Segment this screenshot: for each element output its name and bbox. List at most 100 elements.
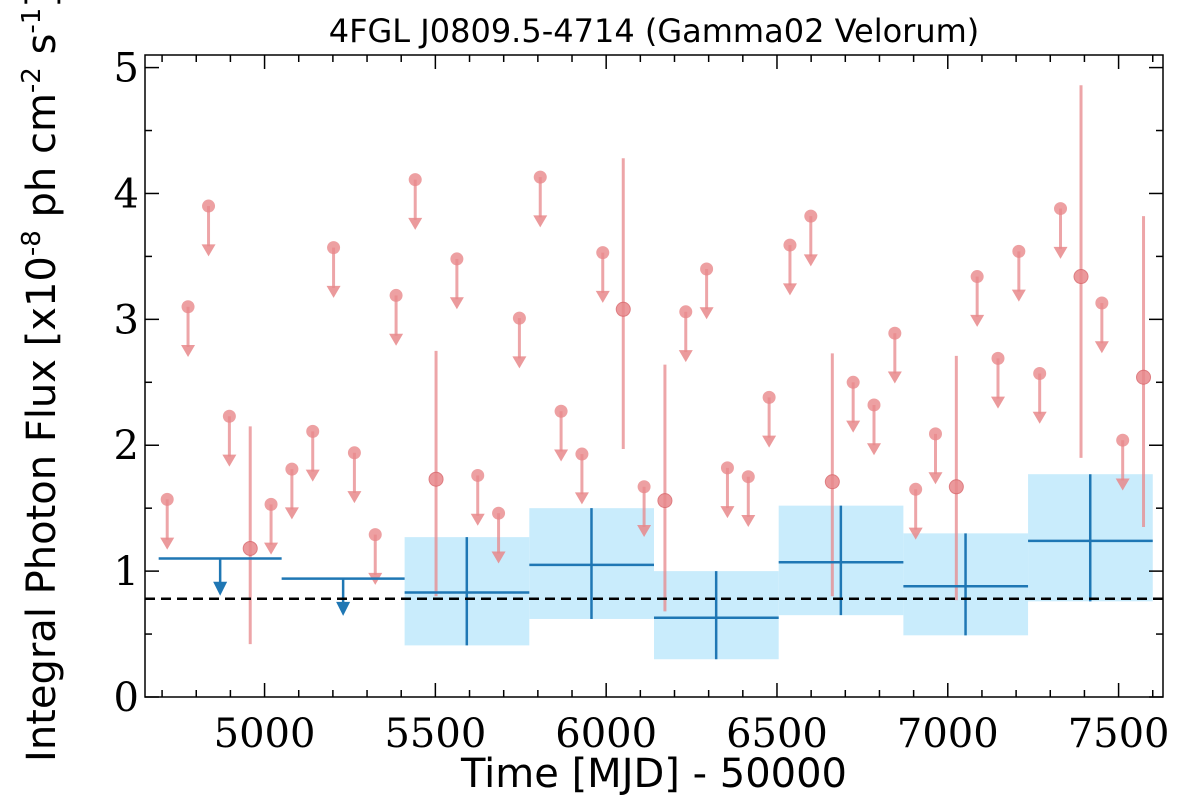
chart-title: 4FGL J0809.5-4714 (Gamma02 Velorum) xyxy=(329,12,980,50)
monthly-ul-arrow xyxy=(347,491,362,504)
monthly-ul-point xyxy=(575,447,589,461)
monthly-ul-arrow xyxy=(1094,341,1109,354)
monthly-ul-arrow xyxy=(970,314,985,327)
monthly-ul-arrow xyxy=(264,542,279,555)
monthly-ul-point xyxy=(327,241,341,255)
monthly-ul-arrow xyxy=(1115,478,1130,491)
monthly-ul-point xyxy=(888,326,902,340)
x-tick-label: 7500 xyxy=(1068,711,1170,757)
monthly-ul-point xyxy=(1033,366,1047,380)
monthly-ul-point xyxy=(202,199,216,213)
monthly-ul-point xyxy=(1012,244,1026,258)
monthly-ul-point xyxy=(846,375,860,389)
x-tick-label: 5000 xyxy=(214,711,316,757)
monthly-ul-arrow xyxy=(389,333,404,346)
monthly-ul-point xyxy=(347,446,361,460)
monthly-ul-arrow xyxy=(720,506,735,519)
y-tick-label: 1 xyxy=(114,549,139,595)
monthly-ul-point xyxy=(700,262,714,276)
y-tick-label: 0 xyxy=(114,675,139,721)
monthly-ul-point xyxy=(679,305,693,319)
monthly-ul-arrow xyxy=(1011,289,1026,302)
monthly-ul-point xyxy=(1116,433,1130,447)
monthly-ul-arrow xyxy=(595,290,610,303)
monthly-ul-arrow xyxy=(678,350,693,363)
monthly-ul-arrow xyxy=(449,297,464,310)
monthly-ul-arrow xyxy=(1032,411,1047,424)
y-tick-label: 4 xyxy=(114,171,139,217)
monthly-point xyxy=(428,471,444,487)
monthly-series xyxy=(160,85,1152,645)
yearly-ul-arrow xyxy=(336,601,351,616)
monthly-ul-arrow xyxy=(305,469,320,482)
monthly-ul-point xyxy=(408,173,422,187)
monthly-ul-point xyxy=(554,404,568,418)
monthly-ul-arrow xyxy=(928,472,943,485)
y-tick-label: 3 xyxy=(114,297,139,343)
monthly-ul-arrow xyxy=(512,356,527,369)
x-axis-label: Time [MJD] - 50000 xyxy=(460,751,847,797)
monthly-ul-point xyxy=(492,506,506,520)
monthly-ul-point xyxy=(1054,202,1068,216)
monthly-ul-point xyxy=(306,424,320,438)
x-tick-label: 7000 xyxy=(897,711,999,757)
monthly-ul-point xyxy=(181,300,195,314)
monthly-ul-arrow xyxy=(181,345,196,358)
monthly-point xyxy=(242,540,258,556)
monthly-ul-arrow xyxy=(782,283,797,296)
x-tick-label: 6500 xyxy=(726,711,828,757)
monthly-ul-arrow xyxy=(1053,246,1068,259)
monthly-ul-point xyxy=(867,398,881,412)
monthly-point xyxy=(657,493,673,509)
monthly-point xyxy=(1073,269,1089,285)
monthly-ul-arrow xyxy=(160,537,175,550)
yearly-series xyxy=(158,474,1153,660)
monthly-ul-arrow xyxy=(803,254,818,267)
monthly-ul-arrow xyxy=(741,514,756,527)
monthly-ul-point xyxy=(970,270,984,284)
y-axis-label: Integral Photon Flux [x10-8 ph cm-2 s-1] xyxy=(17,0,65,762)
monthly-ul-point xyxy=(804,209,818,223)
monthly-ul-arrow xyxy=(284,507,299,520)
monthly-ul-point xyxy=(928,427,942,441)
monthly-ul-point xyxy=(368,528,382,542)
plot-frame xyxy=(144,54,1164,698)
monthly-ul-arrow xyxy=(326,285,341,298)
monthly-ul-arrow xyxy=(491,551,506,564)
monthly-ul-arrow xyxy=(554,449,569,462)
monthly-point xyxy=(824,474,840,490)
monthly-ul-point xyxy=(471,468,485,482)
monthly-ul-arrow xyxy=(846,420,861,433)
monthly-ul-point xyxy=(533,170,547,184)
axis-ticks: 5000 5500 6000 6500 7000 7500 0 1 2 3 4 5 xyxy=(114,46,1170,757)
y-tick-label: 5 xyxy=(114,46,139,92)
monthly-ul-point xyxy=(285,462,299,476)
monthly-ul-arrow xyxy=(991,396,1006,409)
monthly-ul-point xyxy=(264,497,278,511)
x-tick-label: 5500 xyxy=(384,711,486,757)
monthly-ul-arrow xyxy=(887,371,902,384)
monthly-ul-arrow xyxy=(637,525,652,538)
monthly-ul-arrow xyxy=(908,527,923,540)
monthly-ul-point xyxy=(222,409,236,423)
y-tick-label: 2 xyxy=(114,423,139,469)
yearly-error-bands xyxy=(404,474,1153,660)
monthly-ul-arrow xyxy=(201,244,216,257)
monthly-ul-point xyxy=(450,252,464,266)
monthly-ul-point xyxy=(991,351,1005,365)
monthly-ul-arrow xyxy=(762,435,777,448)
monthly-ul-arrow xyxy=(866,443,881,456)
x-tick-label: 6000 xyxy=(555,711,657,757)
monthly-ul-point xyxy=(389,288,403,302)
monthly-ul-point xyxy=(160,492,174,506)
monthly-ul-point xyxy=(720,461,734,475)
monthly-ul-arrow xyxy=(574,492,589,505)
monthly-point xyxy=(948,479,964,495)
monthly-point xyxy=(615,301,631,317)
monthly-ul-arrow xyxy=(533,215,548,228)
monthly-ul-arrow xyxy=(699,307,714,320)
monthly-ul-arrow xyxy=(222,454,237,467)
yearly-ul-arrow xyxy=(213,581,228,596)
monthly-ul-arrow xyxy=(408,217,423,230)
